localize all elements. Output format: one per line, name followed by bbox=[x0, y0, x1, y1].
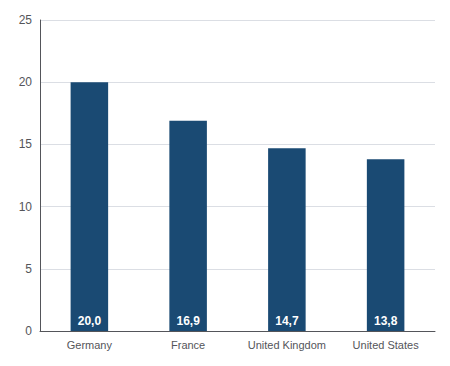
svg-text:France: France bbox=[171, 339, 205, 351]
svg-text:United States: United States bbox=[353, 339, 420, 351]
svg-text:20,0: 20,0 bbox=[78, 314, 102, 328]
svg-text:25: 25 bbox=[19, 13, 33, 27]
svg-text:United Kingdom: United Kingdom bbox=[248, 339, 326, 351]
svg-text:16,9: 16,9 bbox=[176, 314, 200, 328]
svg-text:14,7: 14,7 bbox=[275, 314, 299, 328]
svg-text:10: 10 bbox=[19, 200, 33, 214]
svg-text:Germany: Germany bbox=[67, 339, 113, 351]
svg-text:5: 5 bbox=[25, 262, 32, 276]
svg-text:20: 20 bbox=[19, 75, 33, 89]
svg-text:13,8: 13,8 bbox=[374, 314, 398, 328]
svg-text:15: 15 bbox=[19, 137, 33, 151]
svg-text:0: 0 bbox=[25, 324, 32, 338]
